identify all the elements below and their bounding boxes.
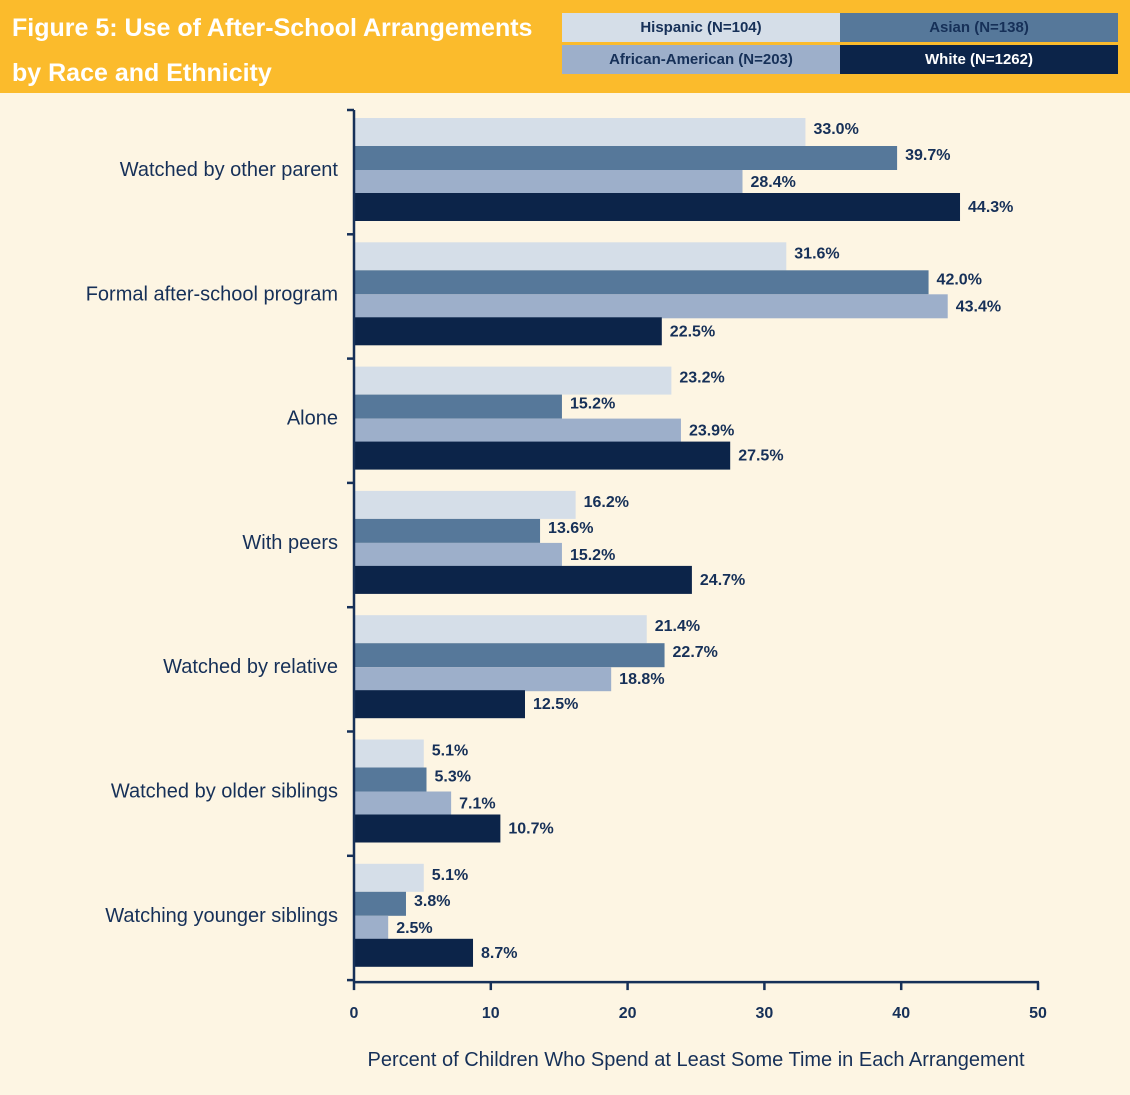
value-label-4-series-1: 16.2% [584, 494, 629, 511]
category-label-1: Watched by other parent [120, 159, 339, 181]
value-label-7-series-4: 8.7% [481, 945, 517, 962]
figure-header: Figure 5: Use of After-School Arrangemen… [0, 0, 1130, 93]
bar-1-series-2 [354, 146, 898, 170]
value-label-6-series-4: 10.7% [508, 821, 553, 838]
bar-4-series-3 [354, 542, 562, 567]
bar-6-series-1 [354, 739, 424, 768]
value-label-5-series-2: 22.7% [673, 644, 718, 661]
value-label-2-series-1: 31.6% [794, 245, 839, 262]
value-label-6-series-3: 7.1% [459, 796, 495, 813]
value-label-2-series-2: 42.0% [937, 271, 982, 288]
value-label-4-series-4: 24.7% [700, 572, 745, 589]
bar-5-series-3 [354, 667, 612, 692]
legend-item-2: Asian (N=138) [840, 13, 1118, 42]
category-label-2: Formal after-school program [86, 283, 338, 305]
value-label-1-series-1: 33.0% [813, 121, 858, 138]
value-label-7-series-2: 3.8% [414, 893, 450, 910]
value-label-7-series-1: 5.1% [432, 867, 468, 884]
figure-title-line-1: Figure 5: Use of After-School Arrangemen… [12, 14, 533, 42]
figure-title-line-2: by Race and Ethnicity [12, 59, 272, 87]
bar-6-series-4 [354, 814, 501, 843]
value-label-5-series-4: 12.5% [533, 696, 578, 713]
x-tick-label-6: 50 [1029, 1005, 1047, 1022]
x-axis-title: Percent of Children Who Spend at Least S… [367, 1049, 1024, 1071]
bar-3-series-1 [354, 366, 672, 395]
value-label-1-series-4: 44.3% [968, 199, 1013, 216]
bar-3-series-3 [354, 418, 681, 443]
value-label-5-series-3: 18.8% [619, 671, 664, 688]
x-tick-label-5: 40 [892, 1005, 910, 1022]
bar-7-series-1 [354, 863, 424, 892]
x-tick-label-3: 20 [619, 1005, 637, 1022]
legend-item-1: Hispanic (N=104) [562, 13, 840, 42]
value-label-7-series-3: 2.5% [396, 920, 432, 937]
bar-5-series-4 [354, 690, 525, 719]
value-label-5-series-1: 21.4% [655, 618, 700, 635]
value-label-1-series-2: 39.7% [905, 147, 950, 164]
bar-1-series-4 [354, 193, 961, 221]
value-label-3-series-1: 23.2% [679, 370, 724, 387]
value-label-3-series-4: 27.5% [738, 448, 783, 465]
bar-6-series-2 [354, 767, 427, 792]
bar-4-series-2 [354, 518, 541, 543]
bar-7-series-3 [354, 915, 389, 940]
value-label-3-series-3: 23.9% [689, 423, 734, 440]
legend-item-4: White (N=1262) [840, 45, 1118, 74]
category-label-6: Watched by older siblings [111, 781, 338, 803]
bar-2-series-1 [354, 242, 787, 271]
bar-1-series-1 [354, 118, 806, 146]
category-label-4: With peers [242, 532, 338, 554]
x-tick-label-4: 30 [756, 1005, 774, 1022]
value-label-6-series-1: 5.1% [432, 743, 468, 760]
bar-7-series-2 [354, 891, 406, 916]
value-label-2-series-3: 43.4% [956, 298, 1001, 315]
bar-2-series-3 [354, 294, 948, 319]
bar-3-series-4 [354, 441, 731, 470]
value-label-4-series-2: 13.6% [548, 520, 593, 537]
bar-2-series-2 [354, 270, 929, 295]
bar-2-series-4 [354, 317, 662, 346]
bar-4-series-1 [354, 490, 576, 519]
category-label-3: Alone [287, 408, 338, 430]
bar-3-series-2 [354, 394, 562, 419]
x-tick-label-1: 0 [350, 1005, 359, 1022]
bar-5-series-1 [354, 615, 647, 644]
value-label-1-series-3: 28.4% [751, 174, 796, 191]
bar-5-series-2 [354, 643, 665, 668]
value-label-6-series-2: 5.3% [435, 769, 471, 786]
legend-item-3: African-American (N=203) [562, 45, 840, 74]
x-tick-label-2: 10 [482, 1005, 500, 1022]
value-label-3-series-2: 15.2% [570, 396, 615, 413]
bar-1-series-3 [354, 170, 743, 194]
bar-4-series-4 [354, 565, 692, 594]
bar-7-series-4 [354, 938, 474, 967]
category-label-7: Watching younger siblings [105, 905, 338, 927]
figure-title: Figure 5: Use of After-School Arrangemen… [12, 6, 552, 96]
value-label-2-series-4: 22.5% [670, 323, 715, 340]
category-label-5: Watched by relative [163, 656, 338, 678]
bar-6-series-3 [354, 791, 452, 816]
value-label-4-series-3: 15.2% [570, 547, 615, 564]
